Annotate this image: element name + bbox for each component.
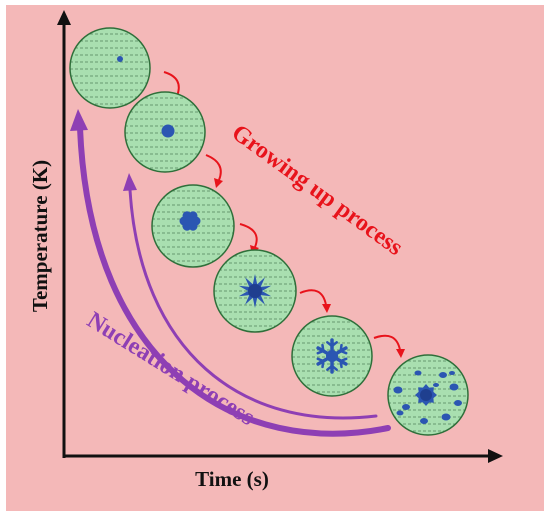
stage-circle-outline	[69, 27, 151, 109]
small-crystal	[396, 410, 404, 416]
growth-arrowhead-4	[322, 304, 331, 313]
snowflake-crystal	[316, 338, 348, 374]
small-crystal	[402, 404, 410, 410]
cluster-crystal	[161, 124, 175, 138]
stage-3	[151, 184, 235, 268]
flower-crystal	[179, 211, 201, 231]
nucleation-arrow-inner	[128, 188, 378, 420]
star-crystal-core	[248, 284, 262, 298]
crystal-core	[185, 216, 195, 226]
nucleation-arrow-outer	[77, 125, 391, 437]
growth-arrow-3	[239, 223, 258, 248]
snowflake-branch	[339, 343, 343, 353]
growth-arrowhead-5	[396, 349, 405, 358]
snowflake-branch	[316, 349, 325, 355]
snowflake-branch	[339, 357, 348, 363]
stage-5	[291, 315, 373, 397]
small-crystal	[449, 383, 459, 391]
x-axis-arrowhead	[488, 449, 503, 463]
small-crystal	[414, 370, 422, 376]
nucleation-arrows	[70, 109, 391, 437]
stage-circles	[69, 27, 469, 436]
snowflake-core	[326, 350, 338, 362]
growth-arrow-5	[373, 334, 401, 351]
axes	[57, 10, 503, 463]
small-crystal	[441, 413, 451, 421]
stage-2	[124, 91, 206, 173]
stage-circle-outline	[213, 249, 297, 333]
snowflake-branch	[326, 341, 334, 348]
small-crystal	[433, 383, 439, 387]
snowflake-branch	[321, 359, 325, 369]
nucleus-crystal	[117, 56, 123, 62]
nucleation-arrowhead-outer	[70, 109, 88, 131]
small-crystal	[454, 400, 462, 406]
y-axis-arrowhead	[57, 10, 71, 25]
snowflake-branch	[330, 364, 338, 371]
stage-4	[213, 249, 297, 333]
growth-arrow-2	[205, 154, 222, 181]
multiple-crystals	[393, 370, 462, 424]
growth-arrow-4	[299, 289, 327, 306]
stage-circle-outline	[151, 184, 235, 268]
small-crystal	[420, 418, 428, 424]
growth-arrow-1	[163, 71, 180, 97]
small-crystal	[439, 372, 447, 378]
stage-6	[387, 354, 469, 436]
small-crystal	[393, 386, 403, 394]
large-crystal-core	[420, 389, 432, 401]
stage-circle-outline	[124, 91, 206, 173]
stage-circle-outline	[291, 315, 373, 397]
small-crystal	[449, 371, 455, 375]
stage-circle-outline	[387, 354, 469, 436]
x-axis-label: Time (s)	[195, 467, 269, 491]
growth-arrowhead-2	[214, 178, 223, 188]
nucleation-arrowhead-inner	[123, 173, 137, 191]
stage-1	[69, 27, 151, 109]
y-axis-label: Temperature (K)	[28, 160, 52, 312]
